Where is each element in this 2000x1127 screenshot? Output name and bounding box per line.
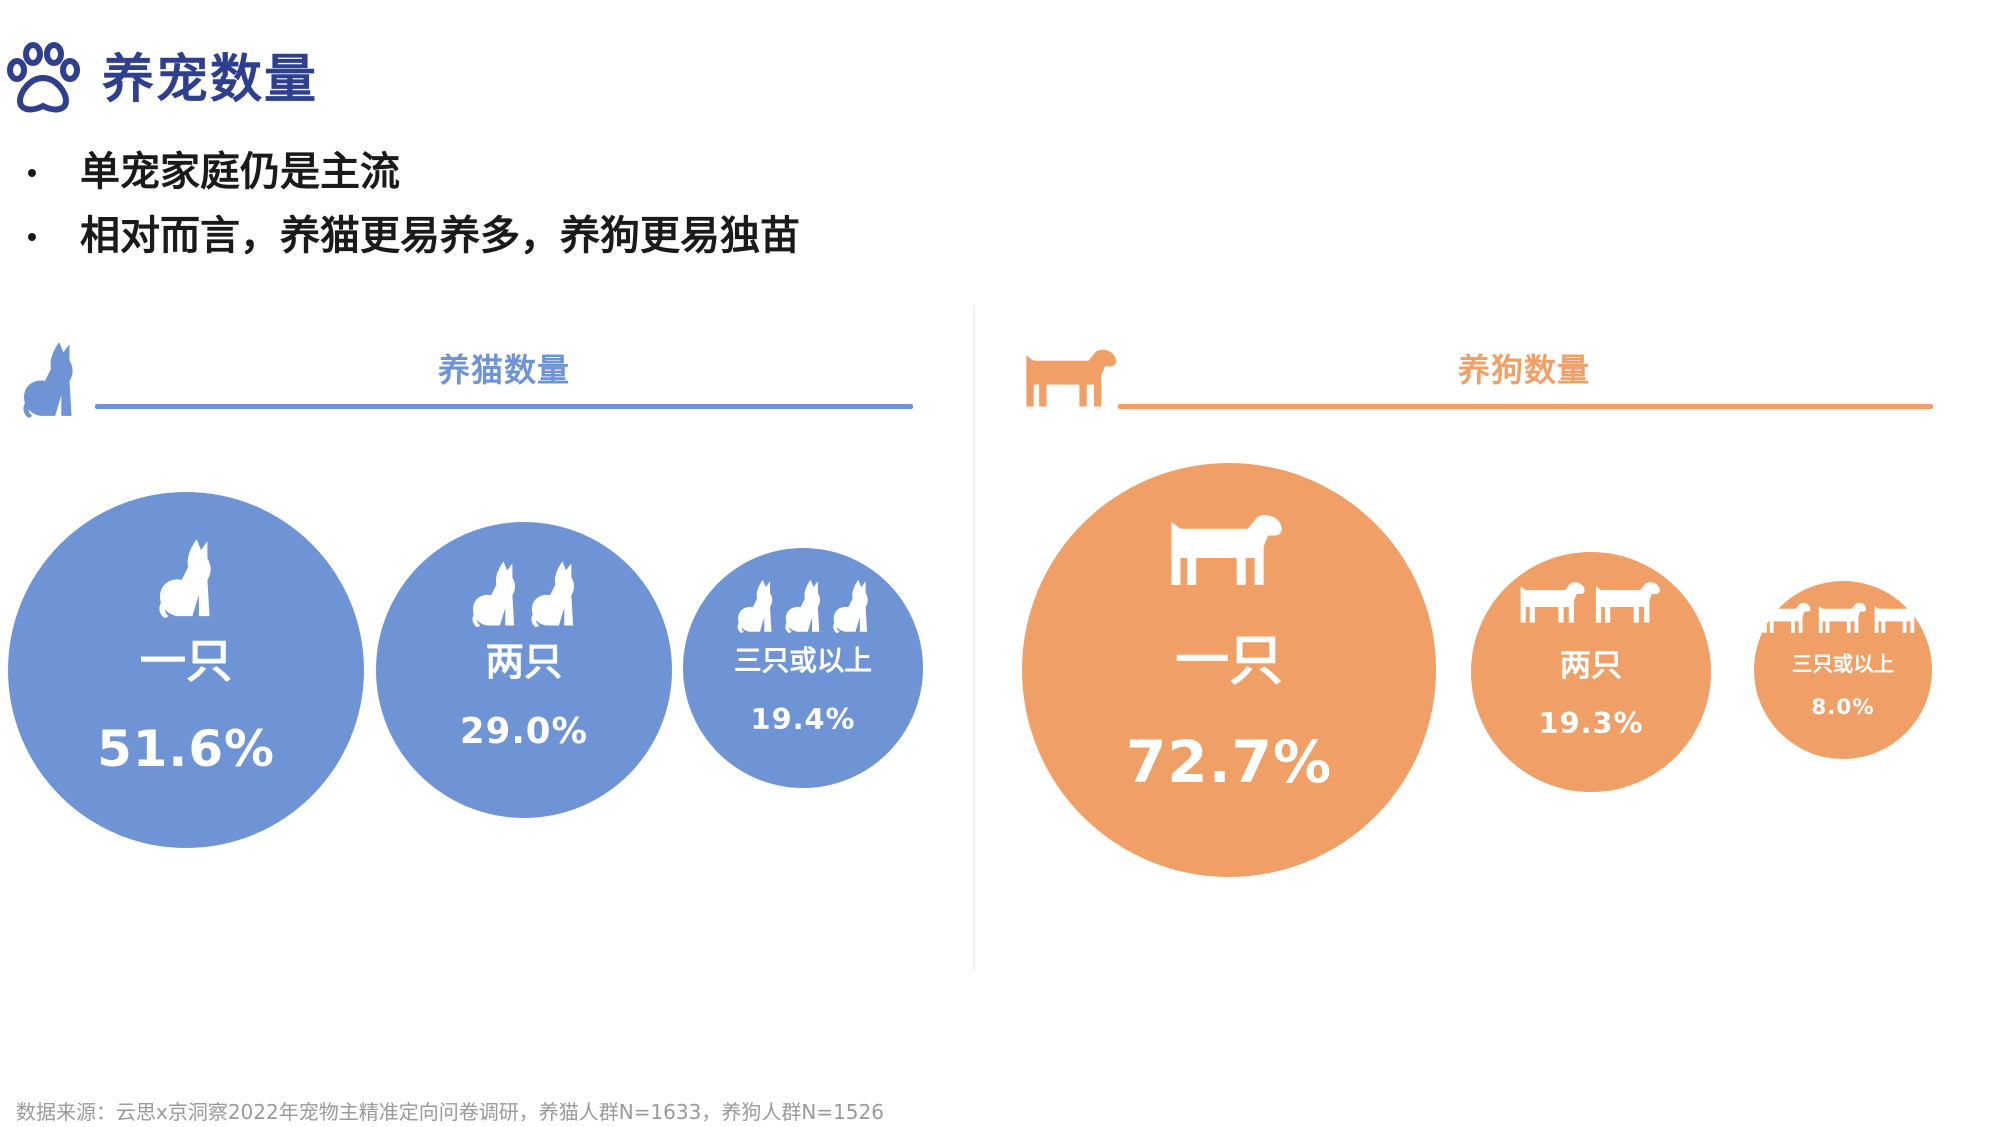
dog-icon	[1171, 514, 1282, 585]
cat-bubble-category: 两只	[485, 640, 563, 686]
cat-bubble-value: 19.4%	[750, 701, 856, 736]
page-title: 养宠数量	[102, 50, 319, 110]
cat-icon	[737, 579, 868, 633]
dog-bubble-category: 一只	[1175, 628, 1283, 692]
dog-icon	[1026, 349, 1117, 407]
cat-bubble-category: 三只或以上	[734, 644, 872, 677]
source-note: 数据来源：云思x京洞察2022年宠物主精准定向问卷调研，养猫人群N=1633，养…	[16, 1100, 884, 1124]
dog-icon	[1762, 603, 1922, 634]
bullet-list: 单宠家庭仍是主流 相对而言，养猫更易养多，养狗更易独苗	[20, 140, 1020, 268]
cat-bubble: 三只或以上 19.4%	[683, 548, 923, 788]
bullet-item: 相对而言，养猫更易养多，养狗更易独苗	[20, 204, 1020, 268]
cat-bubble-value: 51.6%	[97, 719, 275, 778]
cat-icon	[472, 561, 574, 627]
dog-panel-rule	[1118, 404, 1933, 409]
cat-bubble: 两只 29.0%	[376, 522, 672, 818]
cat-icon	[23, 342, 73, 418]
dog-bubble-value: 72.7%	[1125, 727, 1333, 796]
dog-bubble-value: 8.0%	[1811, 694, 1875, 720]
dog-bubble: 两只 19.3%	[1471, 552, 1711, 792]
dog-bubble: 一只 72.7%	[1022, 463, 1436, 877]
header: 养宠数量	[0, 28, 700, 128]
dog-bubble-value: 19.3%	[1538, 705, 1644, 740]
cat-bubble-value: 29.0%	[459, 711, 589, 753]
dog-bubble-category: 三只或以上	[1791, 652, 1895, 677]
cat-panel-title: 养猫数量	[438, 351, 571, 389]
cat-bubble-category: 一只	[139, 634, 233, 689]
dog-panel-title: 养狗数量	[1458, 351, 1591, 389]
dog-bubble-category: 两只	[1559, 648, 1623, 684]
bullet-item: 单宠家庭仍是主流	[20, 140, 1020, 204]
panel-divider	[973, 305, 975, 970]
cat-panel: 养猫数量 一只 51.6% 两只 29.0% 三只或以上 19.4%	[0, 330, 960, 930]
dog-panel: 养狗数量 一只 72.7% 两只 19.3% 三只或以上 8.0%	[1000, 330, 1960, 930]
cat-panel-rule	[95, 404, 913, 409]
cat-icon	[159, 538, 211, 619]
dog-icon	[1520, 582, 1660, 623]
dog-bubble: 三只或以上 8.0%	[1754, 581, 1932, 759]
paw-icon	[7, 42, 80, 113]
cat-bubble: 一只 51.6%	[8, 492, 364, 848]
